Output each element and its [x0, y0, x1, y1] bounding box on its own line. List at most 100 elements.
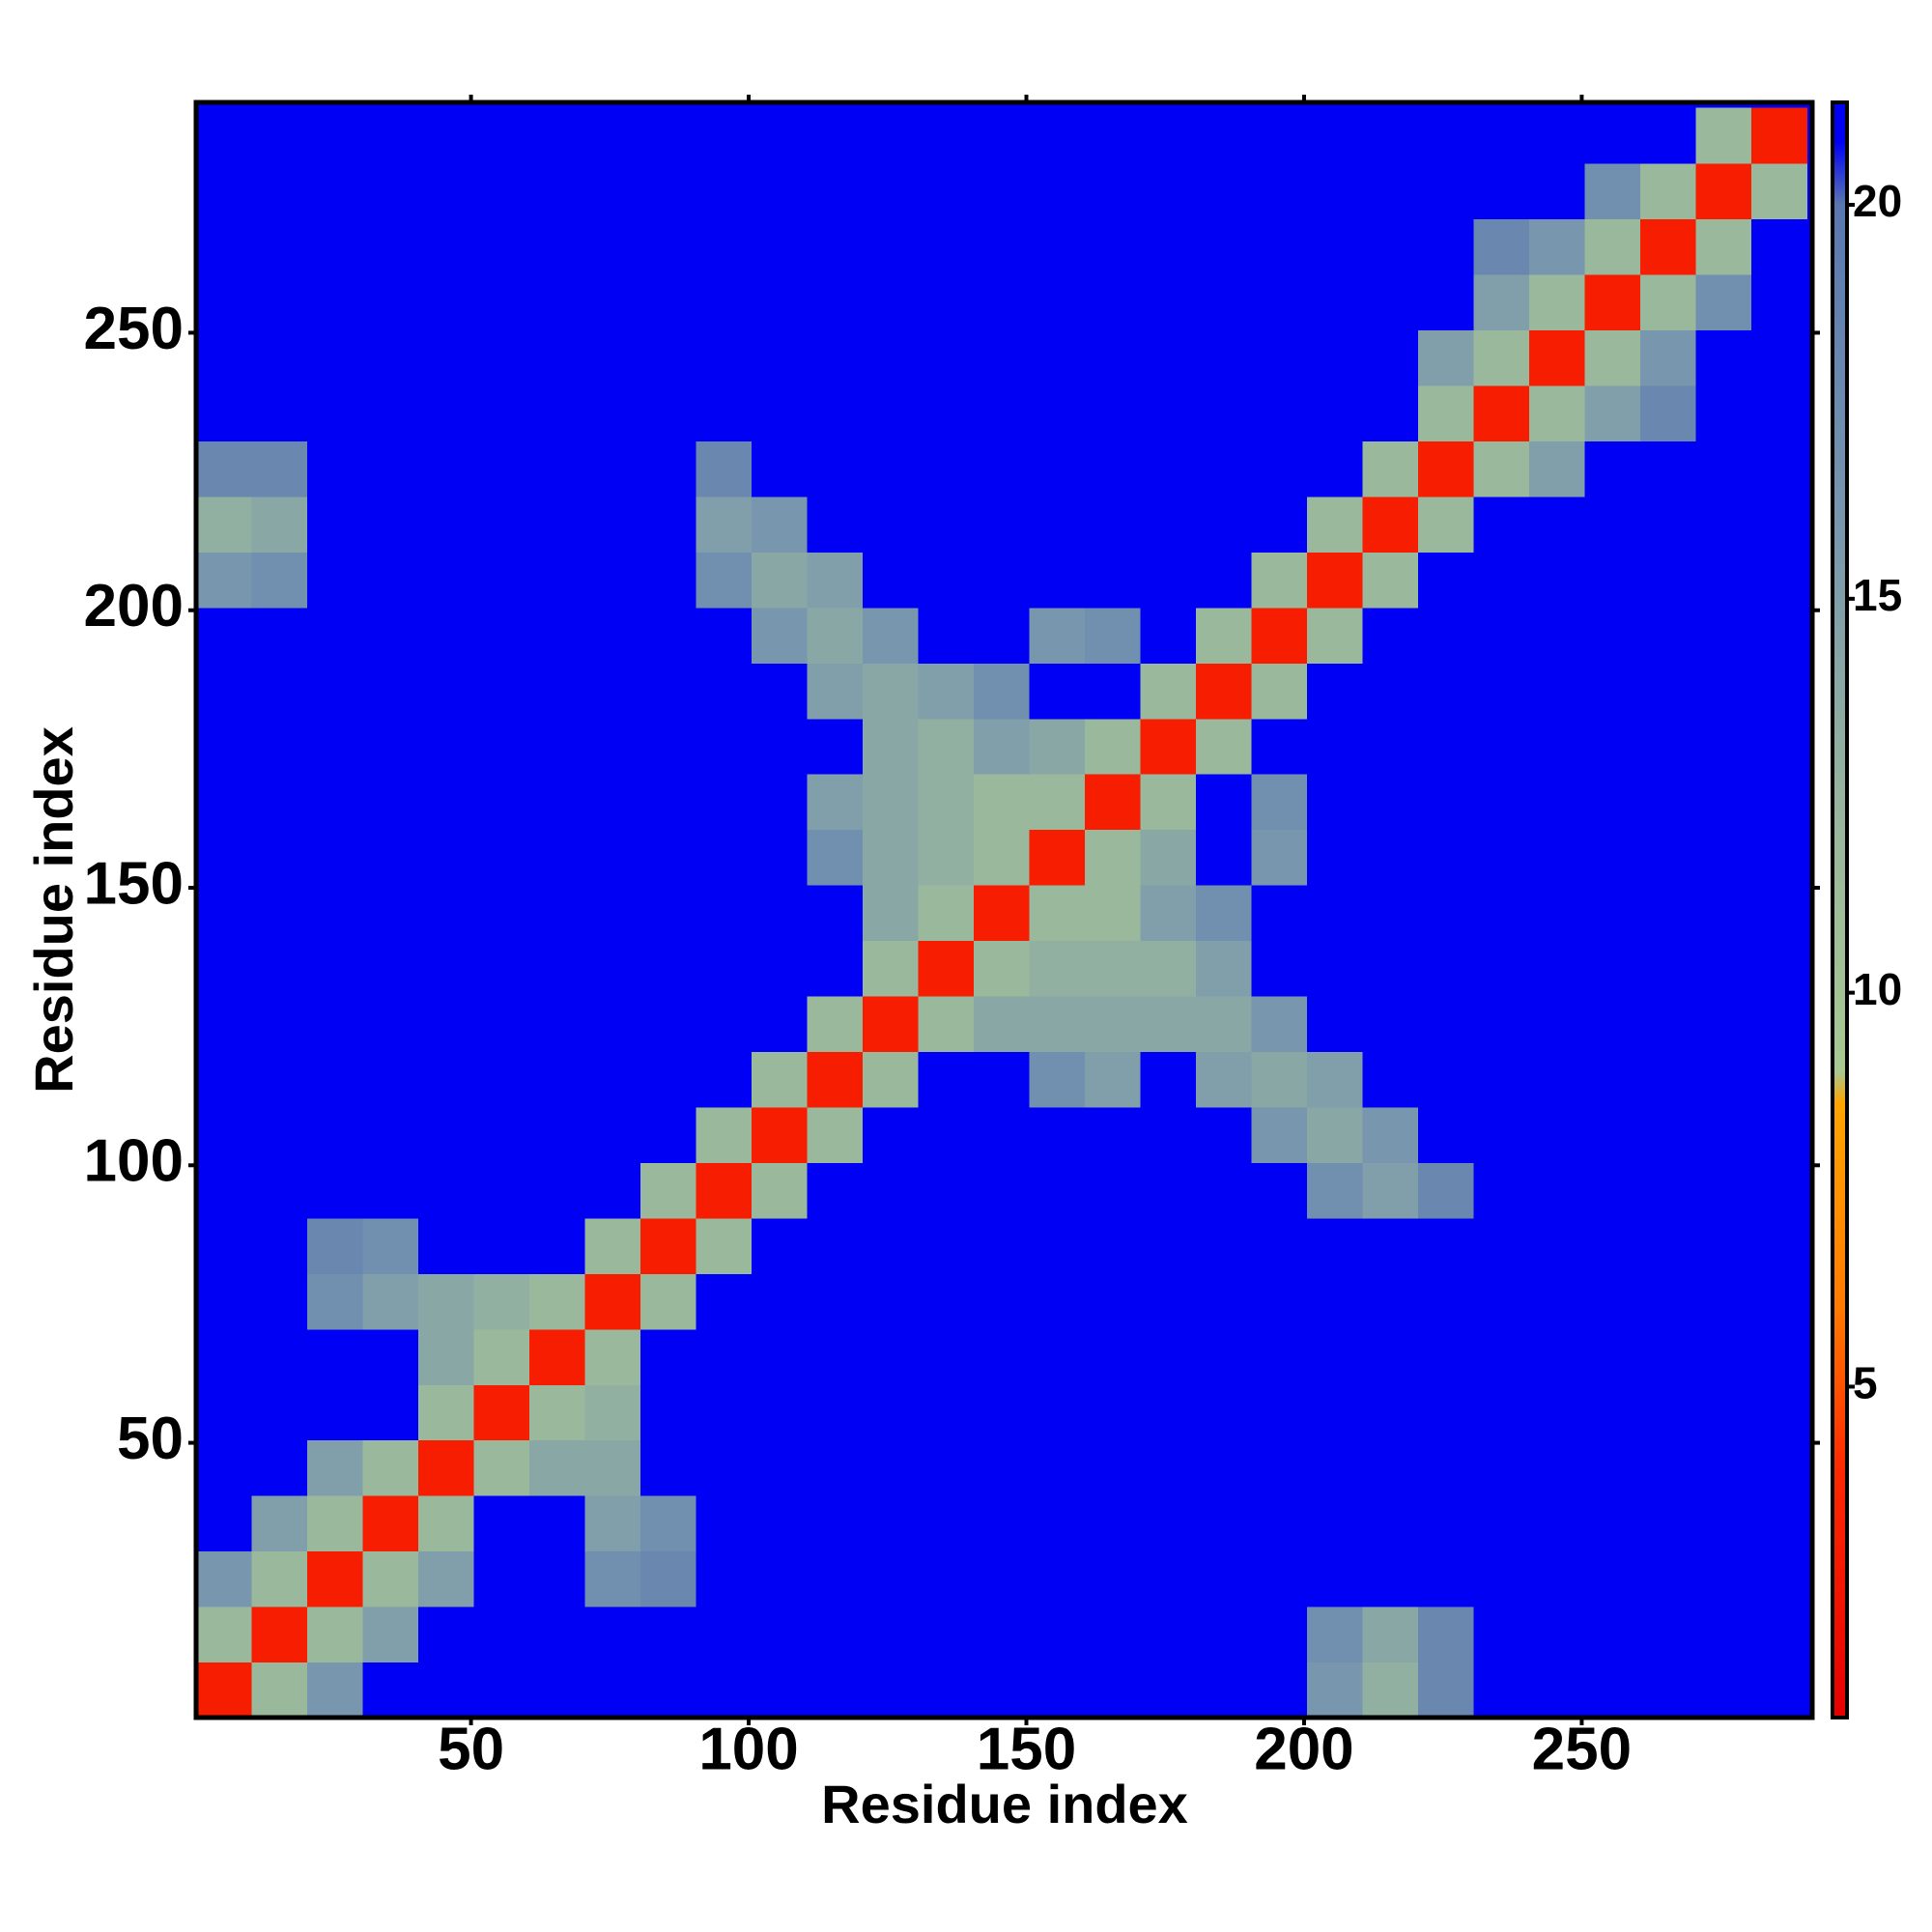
heatmap-cell	[639, 663, 696, 720]
heatmap-cell	[1195, 496, 1252, 553]
heatmap-cell	[528, 829, 585, 886]
heatmap-cell	[196, 440, 252, 497]
heatmap-cell	[306, 1051, 363, 1108]
heatmap-cell	[1362, 718, 1419, 775]
heatmap-cell	[862, 440, 919, 497]
heatmap-cell	[807, 552, 864, 609]
heatmap-cell	[918, 1328, 975, 1385]
heatmap-cell	[1417, 829, 1474, 886]
heatmap-cell	[807, 218, 864, 275]
heatmap-cell	[807, 163, 864, 220]
heatmap-cell	[306, 440, 363, 497]
heatmap-cell	[1195, 385, 1252, 441]
heatmap-cell	[1084, 552, 1141, 609]
heatmap-cell	[1251, 1051, 1308, 1108]
heatmap-cell	[473, 1106, 530, 1163]
heatmap-cell	[1695, 440, 1752, 497]
heatmap-cell	[807, 385, 864, 441]
heatmap-cell	[1251, 663, 1308, 720]
heatmap-cell	[1195, 607, 1252, 664]
heatmap-cell	[1695, 1217, 1752, 1274]
heatmap-cell	[696, 996, 753, 1053]
heatmap-cell	[1639, 718, 1696, 775]
heatmap-cell	[973, 385, 1030, 441]
heatmap-cell	[196, 1439, 252, 1496]
heatmap-cell	[1362, 496, 1419, 553]
heatmap-cell	[807, 607, 864, 664]
heatmap-cell	[1473, 329, 1530, 386]
heatmap-cell	[807, 1550, 864, 1607]
heatmap-cell	[1140, 1328, 1197, 1385]
heatmap-cell	[1417, 385, 1474, 441]
heatmap-cell	[1528, 218, 1585, 275]
heatmap-cell	[473, 1662, 530, 1719]
heatmap-cell	[251, 329, 308, 386]
x-tick-label: 50	[438, 1716, 504, 1782]
heatmap-cell	[1639, 1384, 1696, 1441]
colorbar-tick-label: 5	[1853, 1358, 1878, 1408]
heatmap-cell	[473, 940, 530, 997]
heatmap-cell	[417, 885, 474, 942]
heatmap-cell	[862, 718, 919, 775]
heatmap-cell	[696, 829, 753, 886]
heatmap-cell	[1251, 885, 1308, 942]
heatmap-cell	[196, 1106, 252, 1163]
heatmap-cell	[306, 274, 363, 331]
heatmap-cell	[639, 1439, 696, 1496]
heatmap-cell	[1251, 996, 1308, 1053]
heatmap-cell	[1195, 1606, 1252, 1663]
heatmap-cell	[1584, 1439, 1641, 1496]
heatmap-cell	[1750, 1384, 1807, 1441]
heatmap-cell	[1195, 1162, 1252, 1219]
heatmap-cell	[1140, 1606, 1197, 1663]
heatmap-cell	[1084, 107, 1141, 164]
heatmap-cell	[1140, 774, 1197, 831]
heatmap-cell	[1750, 1439, 1807, 1496]
heatmap-cell	[196, 829, 252, 886]
heatmap-cell	[417, 663, 474, 720]
heatmap-cell	[1528, 996, 1585, 1053]
heatmap-cell	[528, 885, 585, 942]
heatmap-cell	[1528, 274, 1585, 331]
colorbar-tick-label: 15	[1853, 570, 1902, 620]
heatmap-cell	[196, 1162, 252, 1219]
heatmap-cell	[1639, 1051, 1696, 1108]
heatmap-cell	[1029, 996, 1086, 1053]
heatmap-cell	[473, 163, 530, 220]
heatmap-cell	[751, 718, 808, 775]
heatmap-cell	[696, 1606, 753, 1663]
heatmap-cell	[1417, 496, 1474, 553]
colorbar	[1831, 100, 1849, 1719]
heatmap-cell	[584, 1439, 641, 1496]
heatmap-cell	[1362, 1439, 1419, 1496]
heatmap-cell	[1695, 1384, 1752, 1441]
heatmap-cell	[584, 552, 641, 609]
heatmap-cell	[473, 774, 530, 831]
heatmap-cell	[751, 940, 808, 997]
heatmap-cell	[1695, 385, 1752, 441]
heatmap-cell	[528, 552, 585, 609]
heatmap-cell	[473, 1606, 530, 1663]
heatmap-cell	[1750, 385, 1807, 441]
heatmap-cell	[696, 1384, 753, 1441]
heatmap-cell	[807, 1051, 864, 1108]
heatmap-cell	[528, 218, 585, 275]
heatmap-cell	[862, 940, 919, 997]
heatmap-cell	[528, 329, 585, 386]
heatmap-cell	[1084, 996, 1141, 1053]
heatmap-cell	[1584, 218, 1641, 275]
heatmap-cell	[196, 718, 252, 775]
heatmap-cell	[196, 1273, 252, 1330]
heatmap-cell	[1195, 1384, 1252, 1441]
heatmap-cell	[584, 718, 641, 775]
heatmap-cell	[1695, 1662, 1752, 1719]
heatmap-cell	[973, 107, 1030, 164]
y-axis-title: Residue index	[23, 726, 84, 1094]
heatmap-cell	[1417, 1439, 1474, 1496]
heatmap-cell	[639, 329, 696, 386]
heatmap-cell	[528, 1550, 585, 1607]
heatmap-cell	[1417, 329, 1474, 386]
heatmap-cell	[862, 1384, 919, 1441]
heatmap-cell	[251, 1606, 308, 1663]
heatmap-cell	[1084, 663, 1141, 720]
